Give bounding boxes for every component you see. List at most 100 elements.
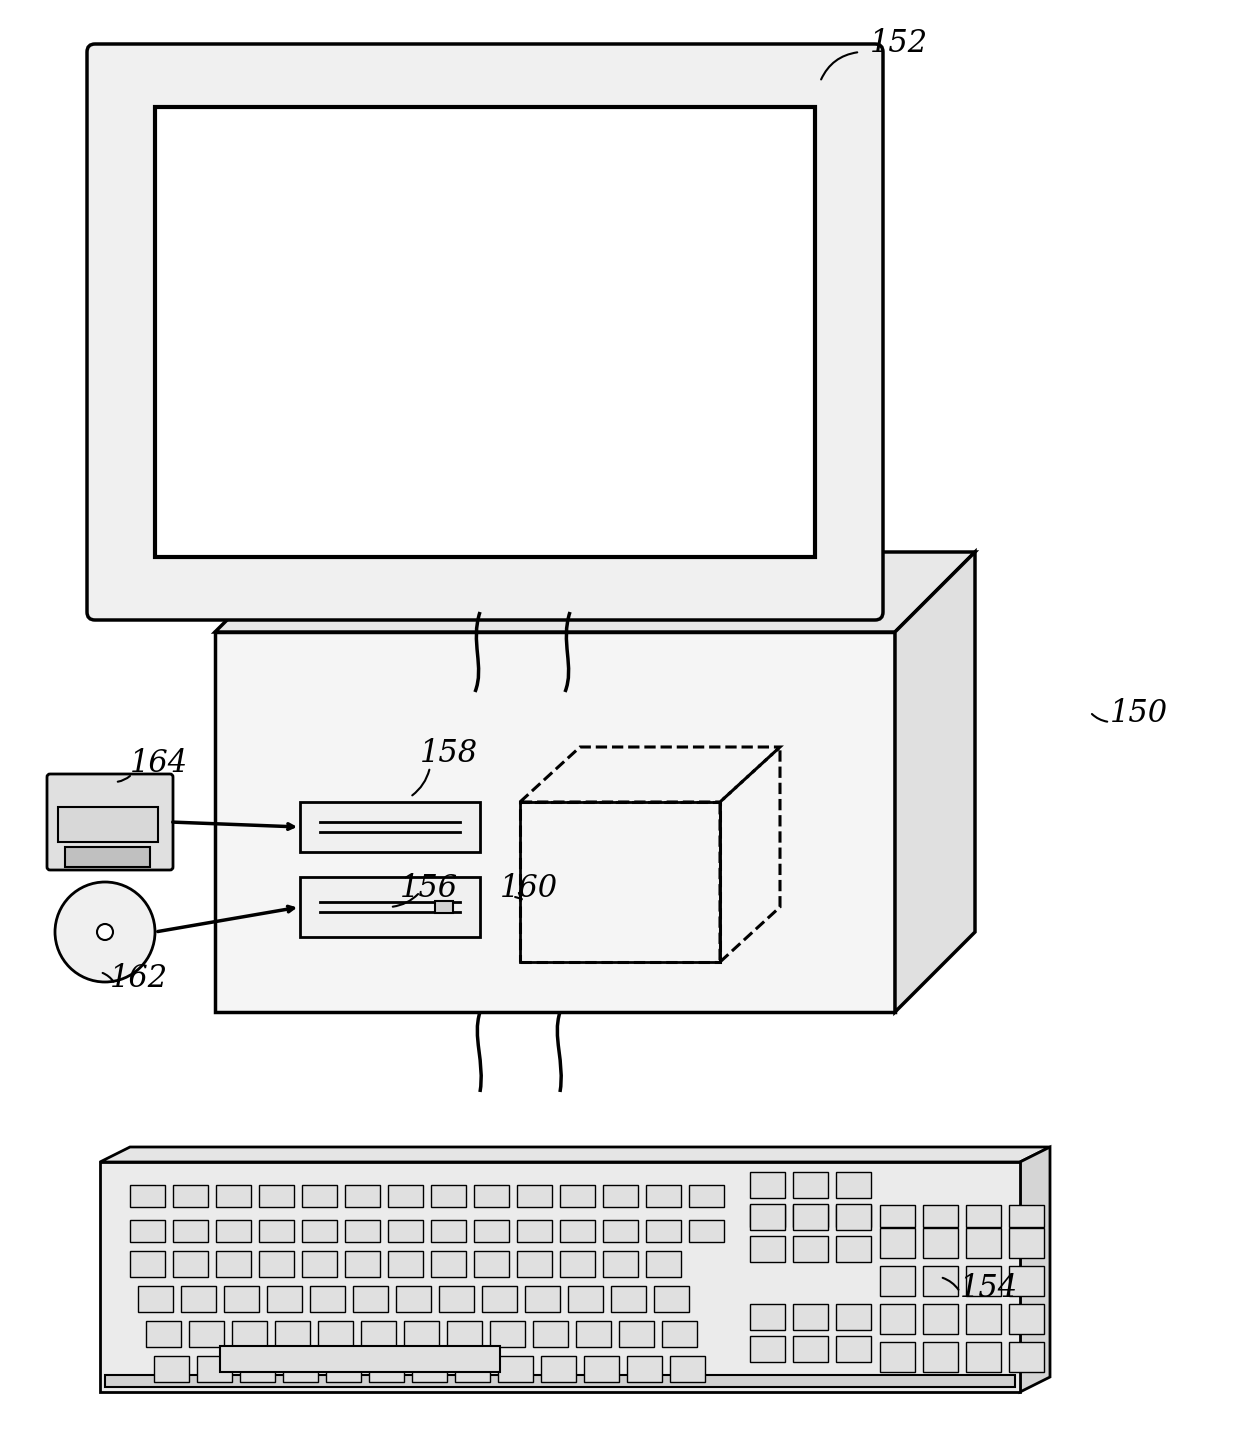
- Bar: [216, 1252, 250, 1278]
- Bar: [568, 1286, 603, 1312]
- Bar: [541, 1355, 577, 1381]
- Bar: [836, 1172, 870, 1198]
- Bar: [560, 1220, 595, 1242]
- Bar: [533, 1321, 568, 1347]
- Bar: [345, 1185, 379, 1207]
- Bar: [232, 1321, 267, 1347]
- Bar: [603, 1252, 639, 1278]
- Bar: [432, 1220, 466, 1242]
- Bar: [966, 1266, 1001, 1296]
- Bar: [174, 1185, 208, 1207]
- Bar: [303, 1220, 337, 1242]
- Bar: [670, 1355, 706, 1381]
- Bar: [303, 1185, 337, 1207]
- Bar: [58, 808, 157, 842]
- Bar: [215, 632, 895, 1012]
- Bar: [404, 1321, 439, 1347]
- Bar: [880, 1266, 915, 1296]
- Bar: [923, 1304, 959, 1334]
- Bar: [241, 1355, 275, 1381]
- Bar: [750, 1236, 785, 1262]
- Bar: [689, 1185, 724, 1207]
- Bar: [794, 1236, 828, 1262]
- Bar: [174, 1220, 208, 1242]
- Bar: [611, 1286, 646, 1312]
- Bar: [482, 1286, 517, 1312]
- Bar: [836, 1204, 870, 1230]
- Circle shape: [55, 883, 155, 982]
- Bar: [439, 1286, 474, 1312]
- Bar: [326, 1355, 361, 1381]
- Bar: [432, 1252, 466, 1278]
- Bar: [646, 1252, 681, 1278]
- Bar: [520, 802, 720, 962]
- Bar: [619, 1321, 653, 1347]
- Bar: [474, 1220, 508, 1242]
- Bar: [603, 1220, 639, 1242]
- Bar: [188, 1321, 224, 1347]
- Bar: [923, 1229, 959, 1257]
- Bar: [197, 1355, 232, 1381]
- Bar: [966, 1304, 1001, 1334]
- Bar: [100, 1162, 1021, 1392]
- Bar: [560, 1185, 595, 1207]
- Bar: [794, 1206, 828, 1227]
- Bar: [750, 1335, 785, 1363]
- Polygon shape: [215, 552, 975, 632]
- Text: 156: 156: [401, 872, 458, 904]
- Bar: [880, 1229, 915, 1257]
- Bar: [345, 1220, 379, 1242]
- Bar: [517, 1220, 552, 1242]
- Bar: [216, 1220, 250, 1242]
- Bar: [224, 1286, 259, 1312]
- Polygon shape: [100, 1146, 1050, 1162]
- Bar: [520, 802, 720, 962]
- Bar: [880, 1343, 915, 1371]
- Bar: [446, 1321, 482, 1347]
- Bar: [174, 1252, 208, 1278]
- Bar: [310, 1286, 345, 1312]
- Bar: [836, 1206, 870, 1227]
- Bar: [146, 1321, 181, 1347]
- Bar: [138, 1286, 174, 1312]
- Bar: [388, 1220, 423, 1242]
- Bar: [880, 1206, 915, 1227]
- Bar: [432, 1185, 466, 1207]
- Bar: [455, 1355, 490, 1381]
- Bar: [275, 1321, 310, 1347]
- Bar: [474, 1185, 508, 1207]
- Bar: [662, 1321, 697, 1347]
- Bar: [370, 1355, 404, 1381]
- Bar: [388, 1252, 423, 1278]
- Bar: [130, 1252, 165, 1278]
- Text: 164: 164: [130, 748, 188, 779]
- Bar: [105, 1376, 1016, 1387]
- Text: 162: 162: [110, 963, 169, 994]
- Bar: [689, 1220, 724, 1242]
- Bar: [130, 1220, 165, 1242]
- Text: 150: 150: [1110, 698, 1168, 730]
- Bar: [396, 1286, 432, 1312]
- Bar: [216, 1185, 250, 1207]
- Bar: [836, 1304, 870, 1330]
- Bar: [750, 1204, 785, 1230]
- Bar: [794, 1304, 828, 1330]
- Bar: [517, 1252, 552, 1278]
- Text: 154: 154: [960, 1273, 1018, 1304]
- Circle shape: [97, 924, 113, 940]
- Bar: [259, 1220, 294, 1242]
- Bar: [259, 1252, 294, 1278]
- Bar: [750, 1206, 785, 1227]
- Bar: [474, 1252, 508, 1278]
- Bar: [794, 1204, 828, 1230]
- Bar: [317, 1321, 353, 1347]
- Bar: [300, 802, 480, 852]
- Bar: [966, 1206, 1001, 1227]
- Bar: [219, 1345, 500, 1371]
- Bar: [300, 877, 480, 937]
- Bar: [1009, 1304, 1044, 1334]
- Bar: [794, 1172, 828, 1198]
- Bar: [880, 1304, 915, 1334]
- Polygon shape: [895, 552, 975, 1012]
- Bar: [966, 1229, 1001, 1257]
